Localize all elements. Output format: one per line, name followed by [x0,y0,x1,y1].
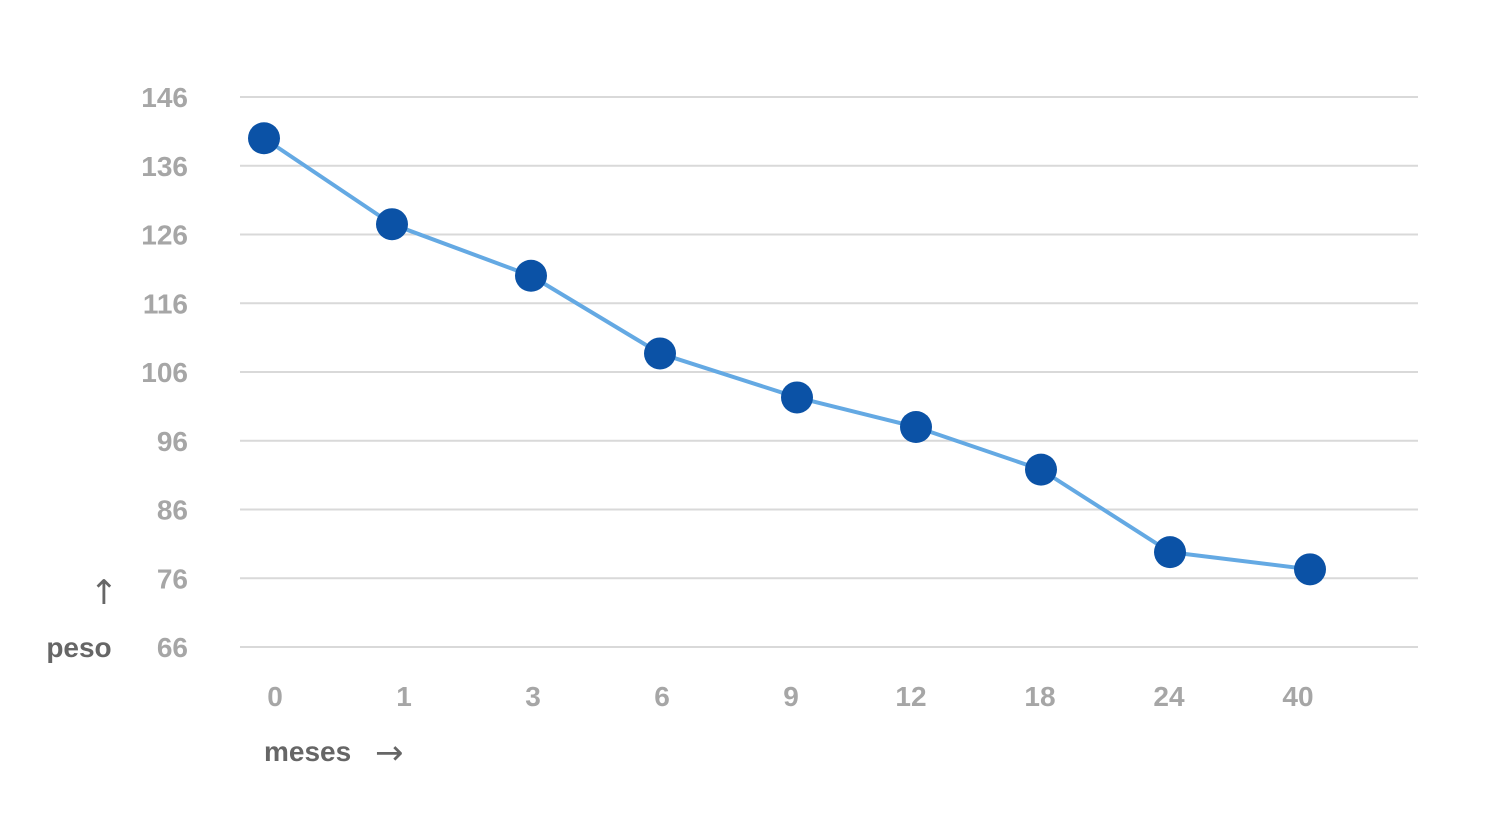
y-axis-arrow: ↑ [90,573,119,613]
x-axis-label: meses [264,736,351,767]
y-tick-label: 66 [157,632,188,663]
x-tick-label: 40 [1282,681,1313,712]
y-axis-label: peso [46,632,111,663]
series-line [262,136,1311,572]
x-tick-label: 3 [525,681,541,712]
y-tick-label: 76 [157,563,188,594]
data-point [900,411,932,443]
data-point [515,259,547,292]
y-tick-label: 86 [157,495,188,526]
x-axis-ticks: 0 1 3 6 9 12 18 24 40 [267,681,1313,712]
y-tick-label: 106 [141,357,188,388]
y-axis-ticks: 146 136 126 116 106 96 86 76 66 [141,82,188,663]
data-point [1154,536,1186,569]
data-point [1294,553,1326,586]
series-group [248,122,1326,586]
x-axis-arrow: → [375,733,404,773]
x-tick-label: 18 [1024,681,1055,712]
y-tick-label: 116 [143,288,188,319]
y-tick-label: 96 [157,426,188,457]
data-point [781,381,813,414]
gridlines [240,96,1418,648]
x-tick-label: 9 [783,681,799,712]
data-point [376,208,408,241]
y-tick-label: 146 [141,82,188,113]
y-tick-label: 126 [141,220,188,251]
x-tick-label: 0 [267,681,283,712]
x-tick-label: 24 [1153,681,1185,712]
data-point [248,122,280,155]
x-tick-label: 6 [654,681,670,712]
data-point [644,337,676,370]
data-point [1025,453,1057,486]
x-tick-label: 12 [895,681,926,712]
x-tick-label: 1 [396,681,412,712]
y-tick-label: 136 [141,151,188,182]
